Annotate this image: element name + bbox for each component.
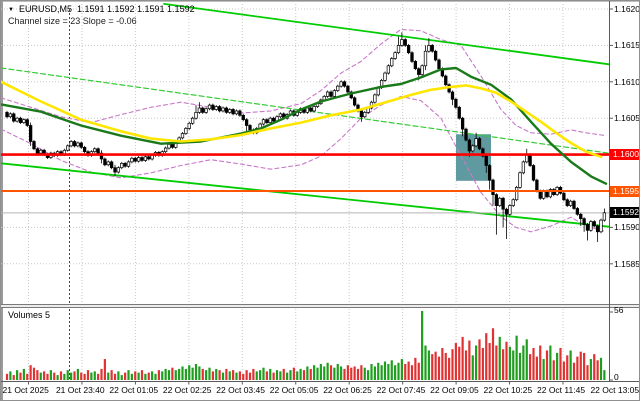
time-tick-label: 22 Oct 05:05 — [269, 385, 319, 395]
symbol-dropdown-icon[interactable]: ▼ — [8, 7, 14, 13]
price-level-badge-1.1595: 1.1595 — [610, 185, 639, 197]
volume-max-label: 56 — [614, 305, 624, 315]
price-tick-label: 1.1605 — [614, 113, 640, 124]
panel-splitter[interactable] — [1, 303, 639, 309]
price-tick-label: 1.1585 — [614, 258, 640, 269]
time-tick-label: 22 Oct 09:05 — [430, 385, 479, 395]
chart-title: ▼ EURUSD,M5 1.1591 1.1592 1.1591 1.1592 — [8, 4, 195, 14]
time-tick-label: 21 Oct 2025 — [2, 385, 49, 395]
time-tick-label: 22 Oct 13:05 — [590, 385, 640, 395]
price-tick-label: 1.1615 — [614, 40, 640, 51]
volume-indicator-label: Volumes 5 — [8, 310, 51, 320]
ohlc-values: 1.1591 1.1592 1.1591 1.1592 — [76, 4, 195, 14]
time-tick-label: 22 Oct 07:45 — [376, 385, 426, 395]
time-axis[interactable]: 21 Oct 2025 21 Oct 23:40 22 Oct 01:05 22 Oc… — [1, 382, 640, 400]
volume-min-label: 0 — [614, 372, 619, 382]
price-tick-label: 1.1610 — [614, 76, 640, 87]
price-tick-label: 1.1590 — [614, 222, 640, 233]
price-level-badge-1.1600: 1.1600 — [610, 149, 639, 161]
time-tick-label: 22 Oct 11:45 — [537, 385, 586, 395]
time-tick-label: 21 Oct 23:40 — [55, 385, 105, 395]
time-tick-label: 22 Oct 01:05 — [109, 385, 159, 395]
symbol-period-label: EURUSD,M5 — [18, 4, 72, 14]
price-axis[interactable]: 1.1620 1.1615 1.1610 1.1605 1.1600 1.1595 1.15… — [609, 1, 640, 381]
time-tick-label: 22 Oct 06:25 — [323, 385, 372, 395]
channel-info-label: Channel size = 23 Slope = -0.06 — [8, 16, 137, 26]
time-tick-label: 22 Oct 10:25 — [483, 385, 533, 395]
time-tick-label: 22 Oct 02:25 — [162, 385, 212, 395]
price-level-badge-1.1592: 1.1592 — [610, 207, 639, 219]
price-tick-label: 1.1620 — [614, 4, 640, 14]
time-tick-label: 22 Oct 03:45 — [216, 385, 265, 395]
